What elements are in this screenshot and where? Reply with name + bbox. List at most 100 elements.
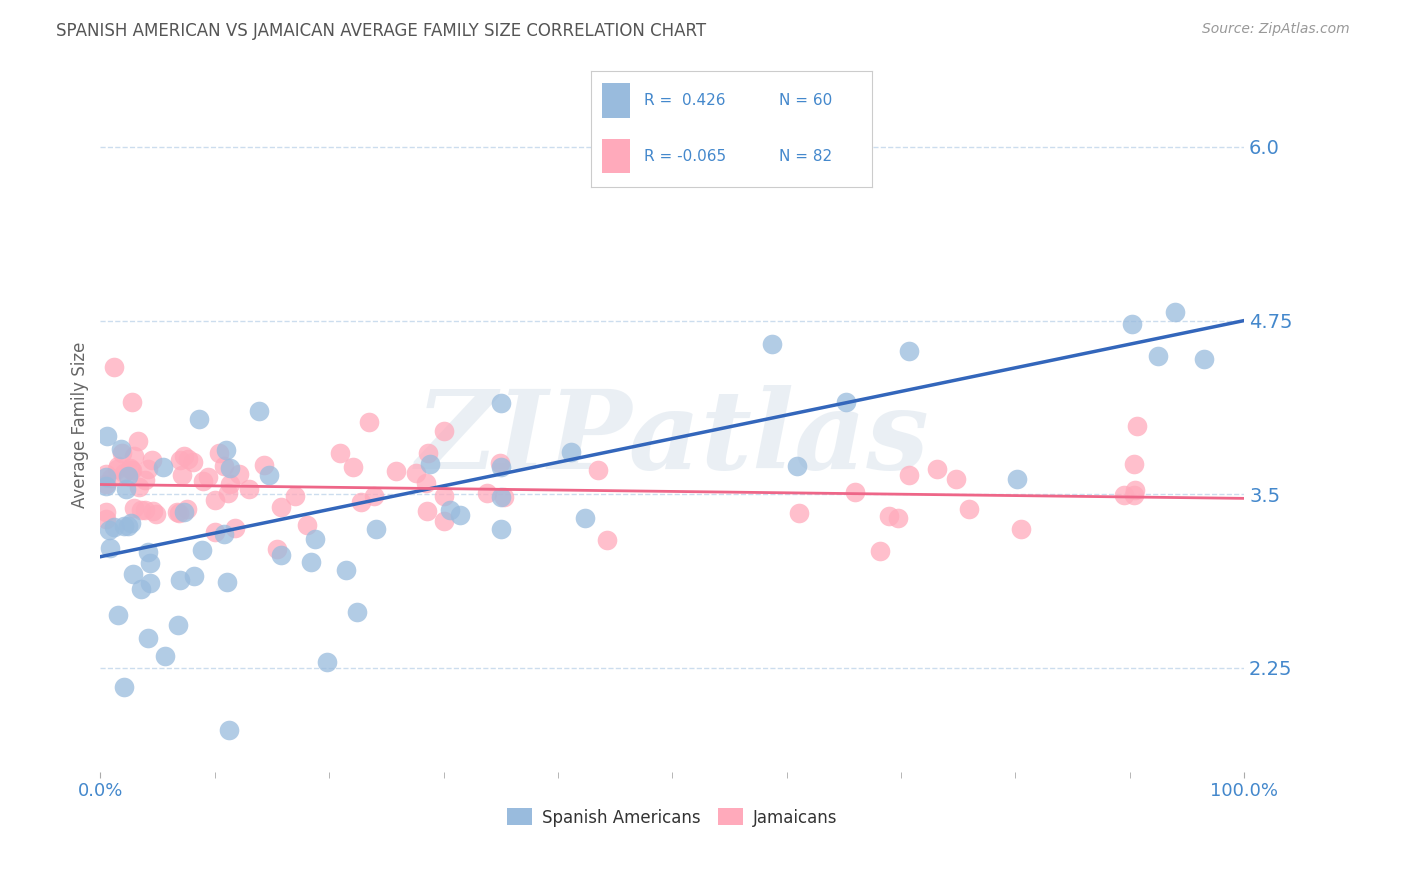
Point [869, 544, 891, 558]
Point [212, 527, 235, 541]
Point [489, 460, 512, 475]
Point [887, 511, 910, 525]
Point [489, 456, 512, 470]
Point [124, 449, 146, 463]
Text: ZIPatlas: ZIPatlas [415, 384, 929, 492]
Point [142, 504, 165, 518]
Point [449, 508, 471, 522]
Point [416, 504, 439, 518]
Point [586, 462, 609, 476]
Point [266, 541, 288, 556]
Point [177, 452, 200, 467]
Point [761, 337, 783, 351]
Point [115, 482, 138, 496]
Point [787, 506, 810, 520]
Point [153, 649, 176, 664]
Point [128, 480, 150, 494]
Point [204, 492, 226, 507]
Point [259, 468, 281, 483]
Point [247, 404, 270, 418]
Point [96, 477, 118, 491]
Point [103, 519, 125, 533]
Point [432, 489, 454, 503]
Point [477, 485, 499, 500]
Point [335, 563, 357, 577]
Point [1163, 305, 1185, 319]
Point [217, 486, 239, 500]
Point [253, 458, 276, 472]
Point [898, 467, 921, 482]
Point [238, 482, 260, 496]
Point [419, 457, 441, 471]
Point [145, 507, 167, 521]
Point [141, 453, 163, 467]
Point [136, 545, 159, 559]
Point [97, 523, 120, 537]
Point [925, 461, 948, 475]
Point [1126, 419, 1149, 434]
Point [131, 582, 153, 596]
Point [228, 467, 250, 481]
Point [385, 464, 408, 478]
Point [94, 469, 117, 483]
Point [118, 460, 141, 475]
Legend: Spanish Americans, Jamaicans: Spanish Americans, Jamaicans [501, 802, 844, 833]
Point [432, 515, 454, 529]
Point [489, 396, 512, 410]
Point [120, 516, 142, 530]
FancyBboxPatch shape [602, 83, 630, 118]
Point [219, 460, 242, 475]
Point [786, 459, 808, 474]
Point [98, 541, 121, 556]
Point [112, 466, 135, 480]
Point [208, 446, 231, 460]
Point [1123, 487, 1146, 501]
Point [877, 508, 900, 523]
Point [166, 505, 188, 519]
Point [224, 521, 246, 535]
Point [121, 394, 143, 409]
Point [596, 533, 619, 547]
Point [181, 455, 204, 469]
Point [350, 495, 373, 509]
Point [295, 518, 318, 533]
Point [107, 607, 129, 622]
Point [494, 490, 516, 504]
Point [129, 503, 152, 517]
Text: N = 82: N = 82 [779, 148, 832, 163]
Point [560, 445, 582, 459]
Point [1192, 351, 1215, 366]
Point [112, 680, 135, 694]
Point [103, 359, 125, 374]
Point [304, 532, 326, 546]
Point [844, 485, 866, 500]
Point [959, 502, 981, 516]
Point [270, 548, 292, 562]
Point [117, 469, 139, 483]
Point [111, 445, 134, 459]
Point [301, 556, 323, 570]
Point [945, 472, 967, 486]
Point [169, 453, 191, 467]
Point [122, 500, 145, 515]
Point [172, 467, 194, 482]
Point [489, 522, 512, 536]
Point [167, 506, 190, 520]
Point [1122, 457, 1144, 471]
Point [176, 502, 198, 516]
Point [432, 424, 454, 438]
Point [136, 632, 159, 646]
Point [96, 429, 118, 443]
Point [1123, 483, 1146, 498]
Point [139, 576, 162, 591]
Text: SPANISH AMERICAN VS JAMAICAN AVERAGE FAMILY SIZE CORRELATION CHART: SPANISH AMERICAN VS JAMAICAN AVERAGE FAM… [56, 22, 706, 40]
Point [416, 446, 439, 460]
Point [1146, 349, 1168, 363]
Point [173, 505, 195, 519]
Point [100, 471, 122, 485]
Point [366, 522, 388, 536]
Point [152, 460, 174, 475]
Point [363, 489, 385, 503]
Point [415, 475, 437, 490]
Text: R = -0.065: R = -0.065 [644, 148, 725, 163]
